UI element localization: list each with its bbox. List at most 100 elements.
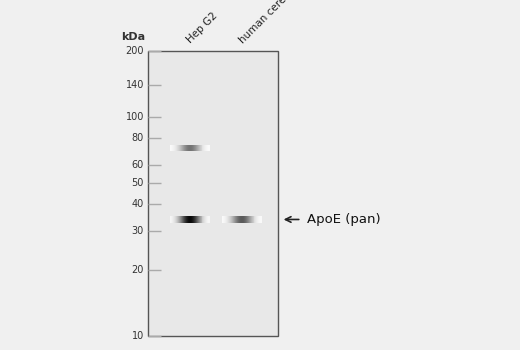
Bar <box>246 216 247 223</box>
Bar <box>179 216 180 223</box>
Bar <box>229 216 231 223</box>
Text: 60: 60 <box>132 160 144 170</box>
Bar <box>190 216 191 223</box>
Bar <box>209 216 210 223</box>
Bar <box>261 216 262 223</box>
Bar <box>172 216 174 223</box>
Bar <box>206 216 208 223</box>
Bar <box>198 145 199 150</box>
Bar <box>230 216 231 223</box>
Bar <box>173 145 175 150</box>
Bar <box>223 216 225 223</box>
Bar <box>186 145 187 150</box>
Text: human cerebellum: human cerebellum <box>237 0 314 46</box>
Bar <box>254 216 255 223</box>
Text: 100: 100 <box>126 112 144 122</box>
Text: 80: 80 <box>132 133 144 143</box>
Bar <box>252 216 253 223</box>
Bar <box>188 145 189 150</box>
Bar <box>180 216 181 223</box>
Bar <box>193 216 194 223</box>
Bar <box>192 145 193 150</box>
Bar <box>242 216 243 223</box>
Bar <box>205 216 207 223</box>
Bar <box>171 216 173 223</box>
Bar <box>244 216 245 223</box>
Bar <box>233 216 235 223</box>
Bar <box>194 145 196 150</box>
Bar <box>191 145 192 150</box>
Bar <box>223 216 224 223</box>
Bar <box>188 216 189 223</box>
Bar <box>203 216 205 223</box>
Bar <box>249 216 250 223</box>
Bar <box>198 216 199 223</box>
Text: 140: 140 <box>126 80 144 90</box>
Bar <box>181 145 183 150</box>
Bar <box>178 216 179 223</box>
Bar <box>176 216 178 223</box>
Bar <box>225 216 227 223</box>
Bar <box>238 216 239 223</box>
Bar <box>172 145 174 150</box>
Bar <box>245 216 246 223</box>
Bar <box>204 145 206 150</box>
Bar <box>246 216 248 223</box>
Bar <box>177 216 179 223</box>
Bar <box>227 216 229 223</box>
Bar <box>194 145 195 150</box>
Bar <box>171 145 172 150</box>
Bar <box>207 216 209 223</box>
Bar <box>240 216 241 223</box>
Bar <box>243 216 244 223</box>
Bar <box>224 216 226 223</box>
Text: 50: 50 <box>132 178 144 188</box>
Bar <box>148 51 278 336</box>
Bar <box>254 216 256 223</box>
Bar <box>189 145 190 150</box>
Bar <box>253 216 254 223</box>
Bar <box>258 216 260 223</box>
Bar <box>239 216 240 223</box>
Bar <box>184 216 186 223</box>
Bar <box>194 216 195 223</box>
Text: ApoE (pan): ApoE (pan) <box>307 213 381 226</box>
Bar <box>192 216 193 223</box>
Bar <box>200 145 201 150</box>
Bar <box>197 216 198 223</box>
Bar <box>173 216 175 223</box>
Bar <box>200 216 201 223</box>
Bar <box>193 145 194 150</box>
Bar <box>174 216 176 223</box>
Bar <box>199 145 200 150</box>
Bar <box>250 216 251 223</box>
Bar <box>248 216 249 223</box>
Bar <box>175 145 177 150</box>
Bar <box>187 216 188 223</box>
Bar <box>257 216 259 223</box>
Bar <box>189 216 190 223</box>
Bar <box>196 216 197 223</box>
Bar <box>231 216 232 223</box>
Bar <box>177 145 179 150</box>
Bar <box>226 216 228 223</box>
Bar <box>181 216 183 223</box>
Bar <box>182 145 184 150</box>
Bar <box>194 216 196 223</box>
Bar <box>255 216 257 223</box>
Bar <box>174 145 176 150</box>
Text: kDa: kDa <box>122 32 146 42</box>
Bar <box>259 216 261 223</box>
Bar <box>206 145 208 150</box>
Bar <box>176 145 178 150</box>
Bar <box>256 216 258 223</box>
Bar <box>171 145 173 150</box>
Bar <box>180 145 181 150</box>
Bar <box>183 216 185 223</box>
Bar <box>202 145 203 150</box>
Text: 20: 20 <box>132 265 144 275</box>
Bar <box>205 145 207 150</box>
Bar <box>235 216 237 223</box>
Bar <box>185 216 187 223</box>
Text: 200: 200 <box>125 46 144 56</box>
